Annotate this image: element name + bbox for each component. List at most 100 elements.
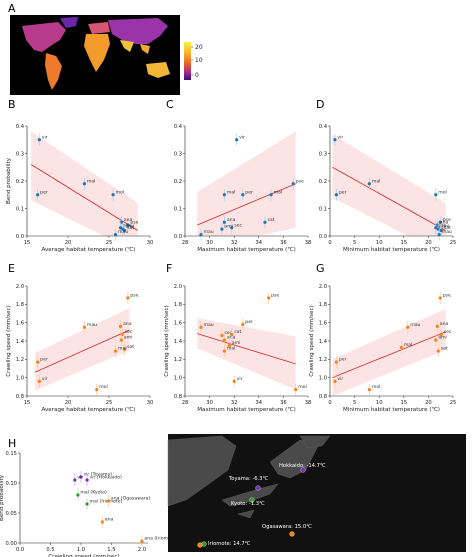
x-tick-label: 36 (280, 240, 287, 246)
y-tick-label: 0.1 (174, 206, 182, 212)
y-tick-label: 2.0 (174, 284, 182, 290)
data-point (119, 338, 123, 342)
x-tick-label: 15 (24, 240, 31, 246)
point-label: sec (234, 223, 242, 228)
y-tick-label: 0.8 (319, 394, 327, 400)
x-tick-label: 38 (305, 240, 312, 246)
y-tick-label: 1.4 (319, 339, 328, 345)
point-label: mol (298, 384, 307, 390)
y-axis-label: Crawling speed (mm/sec) (6, 305, 12, 376)
x-tick-label: 36 (280, 400, 287, 406)
x-tick-label: 15 (400, 240, 407, 246)
data-point (122, 228, 127, 233)
x-tick-label: 20 (65, 240, 72, 246)
panel-letter-d: D (316, 98, 324, 111)
y-tick-label: 0.00 (5, 541, 17, 547)
point-label: sat (234, 329, 241, 335)
x-tick-label: 1.0 (77, 547, 85, 553)
data-point (118, 324, 123, 328)
y-tick-label: 1.0 (174, 375, 182, 381)
regression-line (197, 183, 296, 226)
y-tick-label: 0.05 (5, 511, 17, 517)
data-point (235, 138, 239, 142)
site-toyama-marker (255, 485, 261, 491)
y-tick-label: 1.2 (16, 357, 24, 363)
site-kyoto-label: Kyoto: -1.3℃ (231, 501, 265, 507)
map-landmass (108, 18, 168, 44)
data-point (333, 138, 337, 142)
data-point (439, 228, 443, 233)
data-point (113, 233, 118, 237)
y-tick-label: 2.0 (319, 284, 327, 290)
data-point (435, 324, 439, 328)
data-point (367, 182, 371, 186)
point-label: pse (130, 293, 138, 298)
point-label: per (245, 189, 253, 195)
data-point (82, 182, 86, 186)
data-point (222, 193, 226, 197)
site-ogasawara-marker (289, 531, 295, 537)
x-axis-label: Crawling speed (mm/sec) (48, 554, 119, 557)
confidence-band (332, 134, 446, 236)
site-toyama-label: Toyama: -6.3℃ (228, 476, 268, 482)
point-label: sat (444, 225, 451, 231)
data-point (230, 226, 234, 230)
data-point (37, 138, 41, 142)
point-label: mal (118, 346, 127, 352)
x-tick-label: 2.0 (138, 547, 146, 553)
data-point (267, 296, 271, 300)
x-tick-label: 10 (376, 400, 383, 406)
point-label: ami (125, 224, 134, 230)
point-label: ami (124, 335, 133, 341)
x-tick-label: 30 (147, 240, 154, 246)
x-tick-label: 0 (328, 240, 331, 246)
point-label: per (339, 189, 347, 195)
data-point (227, 343, 231, 348)
y-tick-label: 1.2 (319, 357, 327, 363)
point-label: sat (441, 346, 448, 352)
y-tick-label: 0.1 (16, 206, 24, 212)
colorbar-tick-label: 20 (195, 44, 203, 51)
data-point (199, 325, 203, 329)
x-tick-label: 5 (353, 240, 356, 246)
point-label: vir (237, 376, 243, 382)
data-point (294, 387, 298, 392)
x-tick-label: 25 (106, 400, 113, 406)
point-label: mol (438, 189, 447, 195)
y-tick-label: 0.1 (319, 206, 327, 212)
data-point (111, 193, 115, 197)
x-tick-label: 20 (425, 400, 432, 406)
regression-line (197, 333, 296, 365)
point-label: mau (87, 323, 97, 328)
chart-g: 0 5 10 15 20 25 0.8 1.0 1.2 1.4 1.6 1.8 2.0 Minimum h… (309, 284, 456, 413)
data-point (334, 193, 338, 197)
chart-d: 0 5 10 15 20 25 0.0 0.1 0.2 0.3 0.4 Minimum habitat… (319, 124, 457, 253)
regression-line (30, 164, 138, 231)
point-label: mol (99, 384, 108, 390)
x-axis-label: Maximum habitat temperature (℃) (197, 406, 296, 413)
data-point (126, 296, 130, 300)
x-tick-label: 32 (231, 240, 238, 246)
y-axis-label: Bend probability (0, 474, 5, 521)
data-point (140, 539, 144, 543)
x-tick-label: 10 (376, 240, 383, 246)
y-tick-label: 0.2 (319, 179, 327, 185)
site-kyoto-marker (249, 497, 255, 503)
y-tick-label: 1.8 (16, 302, 24, 308)
point-label: mal (Kyoto) (80, 490, 107, 496)
x-tick-label: 30 (206, 400, 213, 406)
chart-h: 0.0 0.5 1.0 1.5 2.0 0.00 0.05 0.10 0.15 Crawling … (0, 451, 177, 557)
data-point (434, 193, 438, 197)
point-label: sec (123, 223, 131, 228)
map-landmass (60, 17, 78, 28)
data-point (82, 325, 86, 329)
point-label: per (245, 319, 253, 325)
panel-letter-e: E (8, 262, 15, 275)
point-label: ana (105, 518, 114, 523)
map-landmass (22, 22, 66, 52)
point-label: sat (127, 344, 134, 350)
map-landmass (140, 44, 150, 54)
colorbar-tick-label: 0 (195, 72, 199, 79)
x-tick-label: 34 (255, 240, 262, 246)
y-tick-label: 0.0 (319, 234, 327, 240)
